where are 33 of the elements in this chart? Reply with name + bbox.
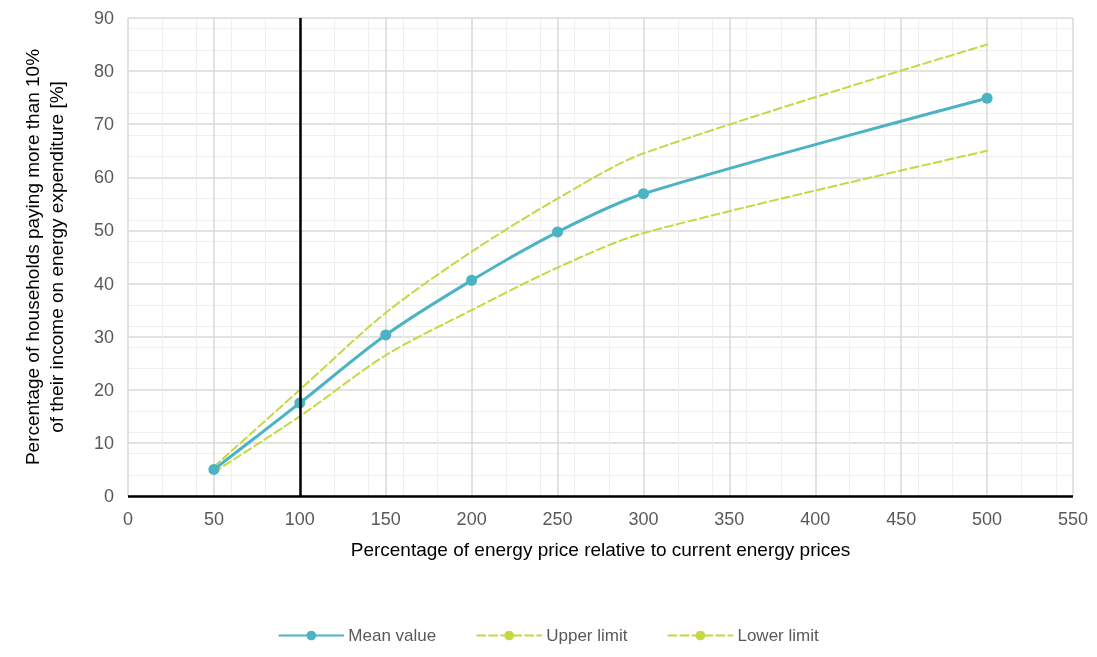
point	[466, 274, 478, 286]
point	[637, 188, 649, 200]
x-axis-title: Percentage of energy price relative to current energy prices	[350, 539, 851, 560]
legend-label: Lower limit	[737, 626, 819, 645]
y-tick-label: 0	[103, 486, 114, 506]
x-tick-label: 200	[456, 509, 487, 529]
legend-label: Upper limit	[546, 626, 628, 645]
x-tick-label: 500	[972, 509, 1003, 529]
y-tick-label: 50	[93, 220, 114, 241]
point	[552, 226, 564, 238]
y-tick-label: 70	[93, 114, 114, 135]
y-tick-label: 20	[93, 379, 114, 400]
x-tick-label: 400	[800, 509, 831, 529]
point	[380, 329, 392, 341]
point	[981, 92, 993, 104]
legend-label: Mean value	[348, 626, 437, 645]
y-tick-label: 10	[93, 432, 114, 453]
x-tick-label: 250	[542, 509, 573, 529]
x-tick-label: 350	[714, 509, 745, 529]
y-tick-label: 30	[93, 326, 114, 347]
y-tick-label: 60	[93, 167, 114, 188]
x-tick-label: 50	[203, 509, 224, 529]
x-tick-label: 300	[628, 509, 659, 529]
point	[208, 463, 220, 475]
x-tick-label: 450	[886, 509, 917, 529]
y-tick-label: 90	[93, 8, 114, 28]
x-tick-label: 150	[370, 509, 401, 529]
y-tick-label: 80	[93, 61, 114, 82]
y-tick-label: 40	[93, 273, 114, 294]
x-tick-label: 550	[1057, 509, 1089, 529]
x-tick-label: 0	[122, 509, 134, 529]
y-axis-title: Percentage of households paying more than 10% of their income on energy expenditure [%]	[21, 48, 67, 466]
x-tick-label: 100	[284, 509, 315, 529]
